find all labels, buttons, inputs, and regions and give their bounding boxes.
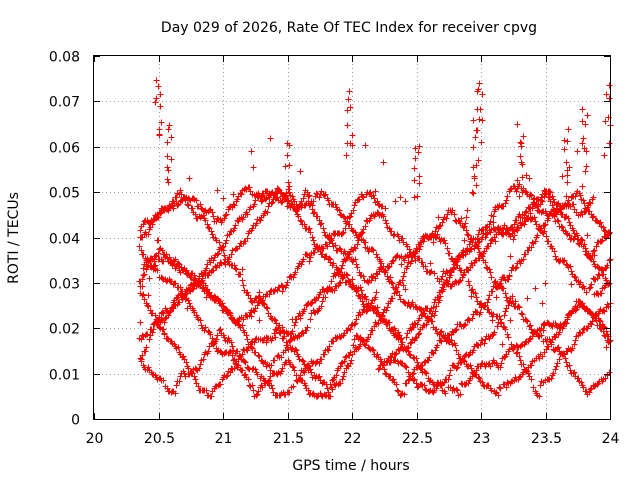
- x-tick-label: 22.5: [402, 431, 433, 447]
- y-tick-label: 0.06: [49, 141, 80, 157]
- axis-ticks: [94, 56, 611, 420]
- x-tick-label: 21: [215, 431, 233, 447]
- chart-title: Day 029 of 2026, Rate Of TEC Index for r…: [161, 20, 537, 36]
- x-tick-label: 24: [602, 431, 620, 447]
- x-tick-label: 20.5: [144, 431, 175, 447]
- x-axis-label: GPS time / hours: [292, 458, 409, 474]
- x-tick-labels: 20 20.5 21 21.5 22 22.5 23 23.5 24: [86, 431, 620, 447]
- y-tick-labels: 0 0.01 0.02 0.03 0.04 0.05 0.06 0.07 0.08: [49, 50, 80, 429]
- data-points: [136, 77, 614, 400]
- y-tick-label: 0.05: [49, 186, 80, 202]
- y-tick-label: 0.04: [49, 232, 80, 248]
- x-tick-label: 20: [86, 431, 104, 447]
- x-tick-label: 22: [344, 431, 362, 447]
- x-tick-label: 23.5: [531, 431, 562, 447]
- grid-lines: [94, 56, 610, 419]
- y-tick-label: 0.03: [49, 277, 80, 293]
- plot-frame: [93, 55, 611, 420]
- y-axis-label: ROTI / TECUs: [6, 192, 22, 284]
- roti-point-markers: [136, 77, 614, 400]
- y-tick-label: 0.08: [49, 50, 80, 66]
- y-tick-label: 0.02: [49, 322, 80, 338]
- x-tick-label: 23: [473, 431, 491, 447]
- y-tick-label: 0: [71, 413, 80, 429]
- x-tick-label: 21.5: [273, 431, 304, 447]
- y-tick-label: 0.01: [49, 368, 80, 384]
- y-tick-label: 0.07: [49, 95, 80, 111]
